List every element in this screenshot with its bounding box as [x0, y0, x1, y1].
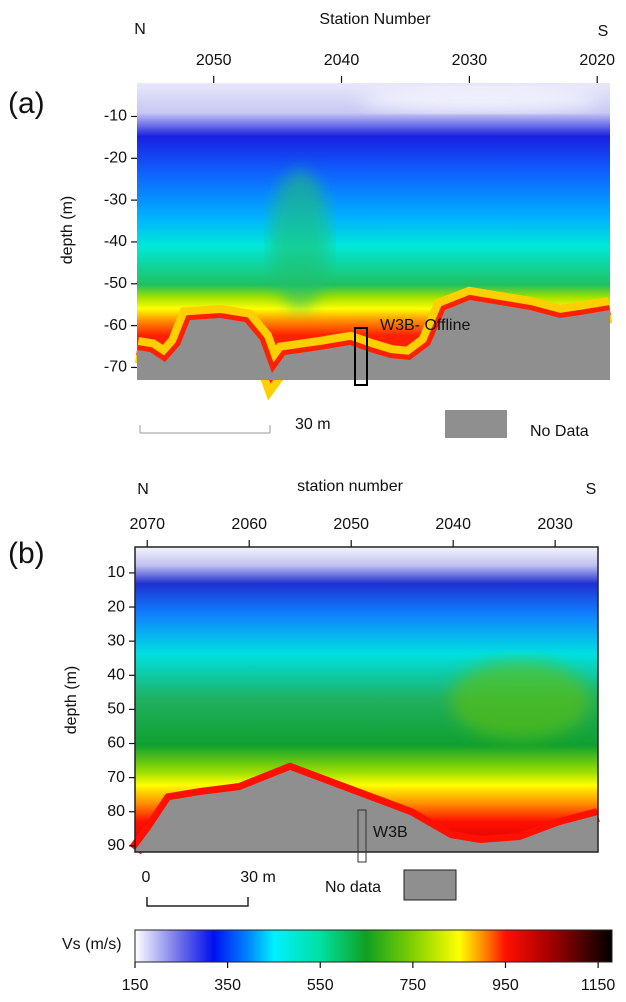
- colorbar: [134, 929, 613, 963]
- direction-label: N: [137, 481, 149, 498]
- panel-label: (a): [8, 87, 45, 120]
- y-tick-label: 60: [107, 735, 125, 752]
- x-tick-label: 2060: [231, 516, 267, 533]
- x-tick-label: 150: [122, 977, 149, 994]
- scale-label: 0: [142, 869, 151, 886]
- x-tick-label: 2040: [324, 52, 360, 69]
- no-data-label: No data: [325, 879, 381, 896]
- field-feature: [360, 88, 600, 112]
- axis-title: station number: [297, 478, 404, 495]
- y-tick-label: -50: [104, 275, 127, 292]
- y-tick-label: 40: [107, 666, 125, 683]
- y-tick-label: 70: [107, 769, 125, 786]
- x-tick-label: 1150: [581, 977, 616, 994]
- y-tick-label: 90: [107, 837, 125, 854]
- panel-label: (b): [8, 537, 45, 570]
- x-tick-label: 2070: [129, 516, 165, 533]
- x-tick-label: 350: [214, 977, 241, 994]
- no-data-area: [137, 300, 610, 380]
- y-tick-label: -40: [104, 233, 127, 250]
- y-tick-label: -70: [104, 359, 127, 376]
- y-axis-label: depth (m): [63, 666, 80, 734]
- no-data-label: No Data: [530, 423, 589, 440]
- direction-label: N: [134, 21, 146, 38]
- no-data-swatch: [445, 410, 507, 438]
- no-data-swatch: [403, 869, 457, 901]
- well-marker: [354, 327, 368, 386]
- x-tick-label: 2030: [452, 52, 488, 69]
- scale-bar: [146, 897, 249, 907]
- x-tick-label: 2050: [196, 52, 232, 69]
- direction-label: S: [586, 481, 597, 498]
- y-tick-label: 20: [107, 598, 125, 615]
- field-feature: [450, 660, 590, 740]
- y-tick-label: -60: [104, 317, 127, 334]
- y-axis-label: depth (m): [59, 196, 76, 264]
- y-tick-label: -20: [104, 150, 127, 167]
- y-tick-label: -10: [104, 108, 127, 125]
- direction-label: S: [598, 23, 609, 40]
- x-tick-label: 2040: [435, 516, 471, 533]
- annotation: W3B: [373, 824, 408, 841]
- x-tick-label: 750: [400, 977, 427, 994]
- x-tick-label: 2050: [333, 516, 369, 533]
- x-tick-label: 550: [307, 977, 334, 994]
- y-tick-label: 50: [107, 701, 125, 718]
- y-tick-label: -30: [104, 191, 127, 208]
- scale-label: 30 m: [240, 869, 276, 886]
- y-tick-label: 80: [107, 803, 125, 820]
- field-feature: [270, 170, 330, 310]
- x-tick-label: 2020: [579, 52, 615, 69]
- y-tick-label: 10: [107, 564, 125, 581]
- axis-title: Station Number: [319, 11, 431, 28]
- x-tick-label: 950: [492, 977, 519, 994]
- scale-label: 30 m: [295, 416, 331, 433]
- annotation: W3B- Offline: [380, 317, 471, 334]
- colorbar-label: Vs (m/s): [62, 936, 122, 953]
- y-tick-label: 30: [107, 632, 125, 649]
- well-marker: [357, 809, 367, 863]
- x-tick-label: 2030: [537, 516, 573, 533]
